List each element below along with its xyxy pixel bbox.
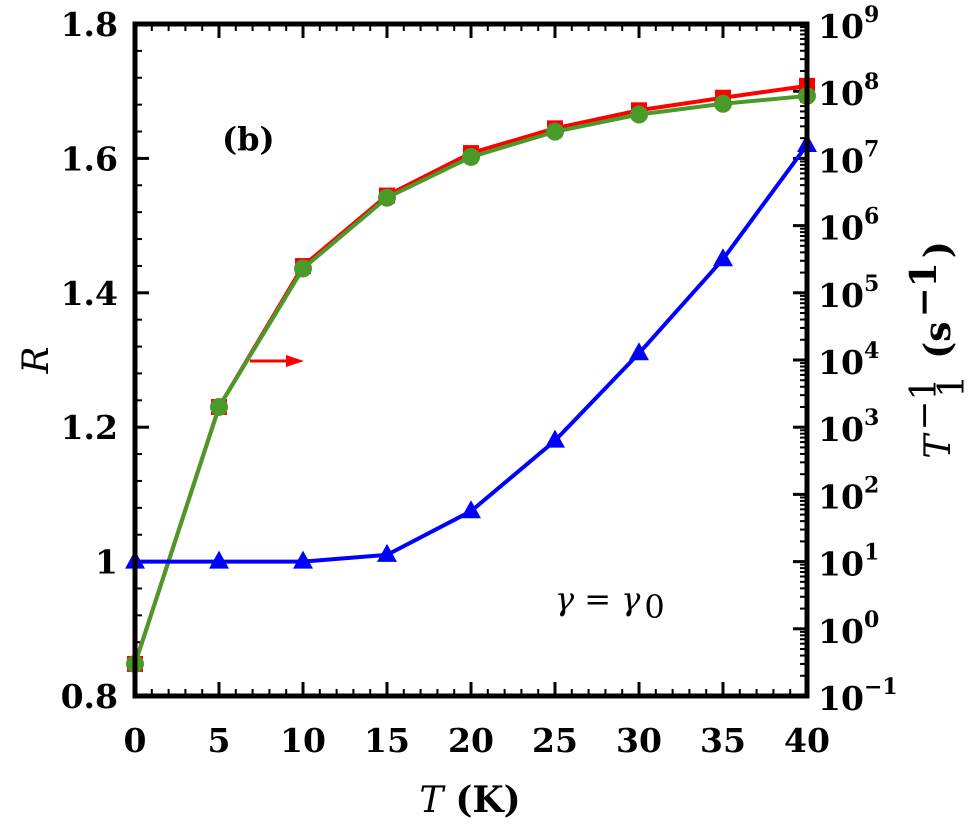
data-point-circle	[378, 188, 396, 207]
data-point-circle	[630, 105, 648, 124]
y-right-tick-label: 108	[818, 69, 879, 113]
data-point-triangle	[461, 500, 481, 519]
x-tick-label: 0	[124, 721, 147, 760]
y-right-tick-label: 10−1	[818, 674, 898, 718]
tick-labels: 0 5 10 15 20 25 30 35 40 0.8 1 1.2 1.4 1.6 1.8 10−1 100 1…	[61, 2, 898, 760]
x-tick-label: 40	[784, 721, 830, 760]
y-right-tick-label: 104	[818, 338, 879, 382]
x-tick-label: 30	[616, 721, 662, 760]
y-right-axis-label: T −1 1 (s −1 )	[903, 241, 969, 459]
x-axis-label: T (K)	[419, 779, 520, 821]
panel-label: (b)	[222, 120, 275, 158]
gamma-annotation: γ = γ 0	[555, 580, 665, 626]
data-point-triangle	[377, 543, 397, 562]
series-line-triangle	[135, 143, 809, 564]
data-point-circle	[546, 122, 564, 141]
y-left-axis-label: R	[16, 346, 57, 374]
y-right-tick-label: 109	[818, 2, 879, 46]
axis-indicator-arrow-head	[286, 355, 304, 367]
y-left-tick-label: 0.8	[61, 677, 118, 716]
series-line-circle	[133, 93, 808, 665]
x-tick-label: 15	[364, 721, 410, 760]
data-point-triangle	[293, 550, 313, 569]
y-left-tick-label: 1.8	[61, 5, 118, 44]
plot-frame	[132, 21, 810, 699]
series-layer	[125, 77, 817, 673]
x-tick-label: 10	[280, 721, 326, 760]
y-right-tick-label: 107	[818, 136, 879, 180]
data-point-circle	[462, 147, 480, 166]
y-left-tick-label: 1.2	[61, 408, 118, 447]
y-left-tick-label: 1	[95, 543, 118, 582]
x-tick-label: 35	[700, 721, 746, 760]
y-right-tick-label: 103	[818, 405, 879, 449]
series-line-square	[133, 83, 808, 665]
data-point-triangle	[209, 550, 229, 569]
data-point-triangle	[629, 342, 649, 361]
x-tick-label: 25	[532, 721, 578, 760]
y-right-tick-label: 105	[818, 271, 879, 315]
data-point-circle	[714, 94, 732, 113]
data-point-triangle	[713, 248, 733, 267]
data-point-circle	[294, 259, 312, 278]
y-left-tick-label: 1.4	[61, 274, 118, 313]
y-right-tick-label: 101	[818, 540, 879, 584]
x-tick-label: 5	[208, 721, 231, 760]
data-point-circle	[210, 397, 228, 416]
y-right-tick-label: 102	[818, 472, 879, 516]
y-left-tick-label: 1.6	[61, 139, 118, 178]
y-right-tick-label: 106	[818, 204, 879, 248]
data-point-triangle	[545, 429, 565, 448]
x-tick-label: 20	[448, 721, 494, 760]
y-right-tick-label: 100	[818, 607, 879, 651]
